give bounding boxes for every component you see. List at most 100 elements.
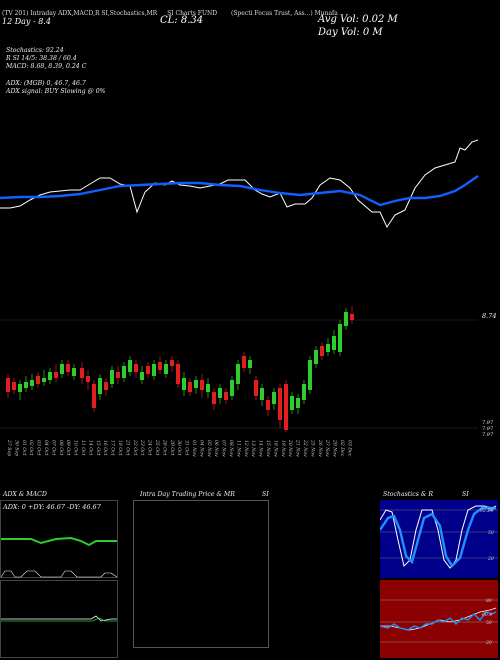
candle [110, 370, 114, 384]
stoch-tick-50: 50 [488, 530, 494, 536]
candle [48, 372, 52, 380]
mid-panel-title: Intra Day Trading Price & MR [140, 491, 235, 498]
adx-panel-title: ADX & MACD [3, 491, 47, 498]
stoch-tick-top: 92.24 [480, 508, 493, 514]
avg-vol: Avg Vol: 0.02 M [318, 14, 398, 25]
x-date-label: 31 Oct [184, 440, 190, 456]
x-date-label: 02 Oct [28, 440, 34, 456]
x-date-label: 25 Oct [154, 439, 160, 456]
candle [320, 346, 324, 356]
rsi-value: 60.4 [482, 612, 492, 618]
candle [302, 384, 306, 400]
candle [344, 312, 348, 326]
candle [6, 378, 10, 392]
x-date-label: 29 Nov [332, 439, 338, 457]
candle [296, 398, 300, 408]
x-date-label: 07 Nov [221, 440, 227, 457]
header-line1: (TV 201) Intraday ADX,MACD,R SI,Stochast… [2, 10, 338, 17]
candle [236, 364, 240, 384]
candle [72, 368, 76, 376]
x-date-label: 05 Nov [206, 440, 212, 457]
candle [218, 388, 222, 398]
main-chart: 27 Sep 30 Sep 01 Oct 02 Oct 03 Oct 04 Oct 07 O… [0, 139, 479, 457]
candle [164, 364, 168, 374]
blue-ma-line [0, 175, 479, 207]
x-date-label: 22 Oct [132, 439, 138, 456]
adx-green-line [1, 536, 117, 547]
x-date-label: 27 Nov [324, 439, 330, 457]
x-date-label: 03 Oct [36, 440, 42, 456]
x-date-label: 21 Nov [295, 439, 301, 457]
header-period: 12 Day - 8.4 [2, 17, 51, 26]
candle [194, 380, 198, 388]
adx-white-line [1, 570, 118, 578]
candle [152, 364, 156, 376]
candle [212, 392, 216, 404]
candle [326, 344, 330, 352]
x-date-label: 14 Nov [258, 440, 264, 457]
macd-lines [1, 615, 117, 622]
close-label: CL: 8.34 [160, 15, 204, 26]
rsi-panel: 80 50 20 60.4 [380, 580, 498, 658]
candle [158, 362, 162, 370]
macd-white-line [1, 615, 117, 622]
x-date-label: 08 Oct [58, 440, 64, 456]
x-date-label: 07 Oct [50, 440, 56, 456]
rsi-blue-line [380, 611, 497, 631]
x-date-label: 25 Nov [309, 439, 315, 457]
intraday-panel [133, 500, 269, 648]
header-seg-3: SI Charts FUND [167, 10, 218, 17]
rsi-tick-80: 80 [486, 598, 492, 604]
x-date-label: 14 Oct [87, 440, 93, 456]
candle [18, 384, 22, 392]
candle [140, 372, 144, 380]
candle [338, 324, 342, 352]
candle [284, 384, 288, 430]
candle [350, 314, 354, 320]
stoch-panel-title2: SI [462, 491, 469, 498]
candle [66, 364, 70, 372]
candle [116, 372, 120, 378]
candle [188, 382, 192, 392]
rsi-tick-20: 20 [485, 640, 492, 646]
x-date-label: 11 Nov [235, 440, 241, 457]
x-date-label: 13 Nov [250, 440, 256, 457]
stoch-panel-title: Stochastics & R [383, 491, 433, 498]
price-label-top: 8.74 [482, 312, 497, 320]
candle [54, 372, 58, 378]
x-date-label: 18 Nov [272, 440, 278, 457]
candle [98, 378, 102, 394]
x-date-label: 28 Oct [161, 439, 167, 456]
day-vol: Day Vol: 0 M [318, 27, 383, 38]
candle [86, 376, 90, 382]
rsi-tick-50: 50 [486, 620, 492, 626]
x-axis-dates: 27 Sep 30 Sep 01 Oct 02 Oct 03 Oct 04 Oct 07 O… [6, 439, 352, 457]
candle [200, 380, 204, 390]
adx-panel: ADX: 0 +DY: 46.67 -DY: 46.67 [0, 500, 118, 578]
adx-values: ADX: 0 +DY: 46.67 -DY: 46.67 [3, 503, 101, 511]
candle [224, 392, 228, 400]
x-date-label: 26 Nov [317, 439, 323, 457]
candle [278, 388, 282, 420]
x-date-label: 15 Oct [95, 440, 101, 456]
candle [230, 380, 234, 396]
candle [272, 392, 276, 404]
candle [36, 376, 40, 384]
stoch-blue-line [380, 506, 496, 568]
x-date-label: 21 Oct [124, 439, 130, 456]
rsi-readout: R SI 14/5: 38.38 / 60.4 [6, 55, 77, 62]
candle [176, 364, 180, 384]
candle [248, 360, 252, 368]
x-date-label: 15 Nov [265, 440, 271, 457]
macd-readout: MACD: 8.68, 8.39, 0.24 C [6, 63, 87, 70]
price-label-b2: 7.97 [482, 426, 494, 432]
candle [104, 382, 108, 390]
candle [290, 396, 294, 410]
x-date-label: 17 Oct [110, 440, 116, 456]
x-date-label: 12 Nov [243, 440, 249, 457]
x-date-label: 06 Nov [213, 440, 219, 457]
x-date-label: 30 Oct [176, 440, 182, 456]
candle [182, 378, 186, 390]
candle [206, 384, 210, 392]
x-date-label: 27 Sep [6, 439, 12, 456]
